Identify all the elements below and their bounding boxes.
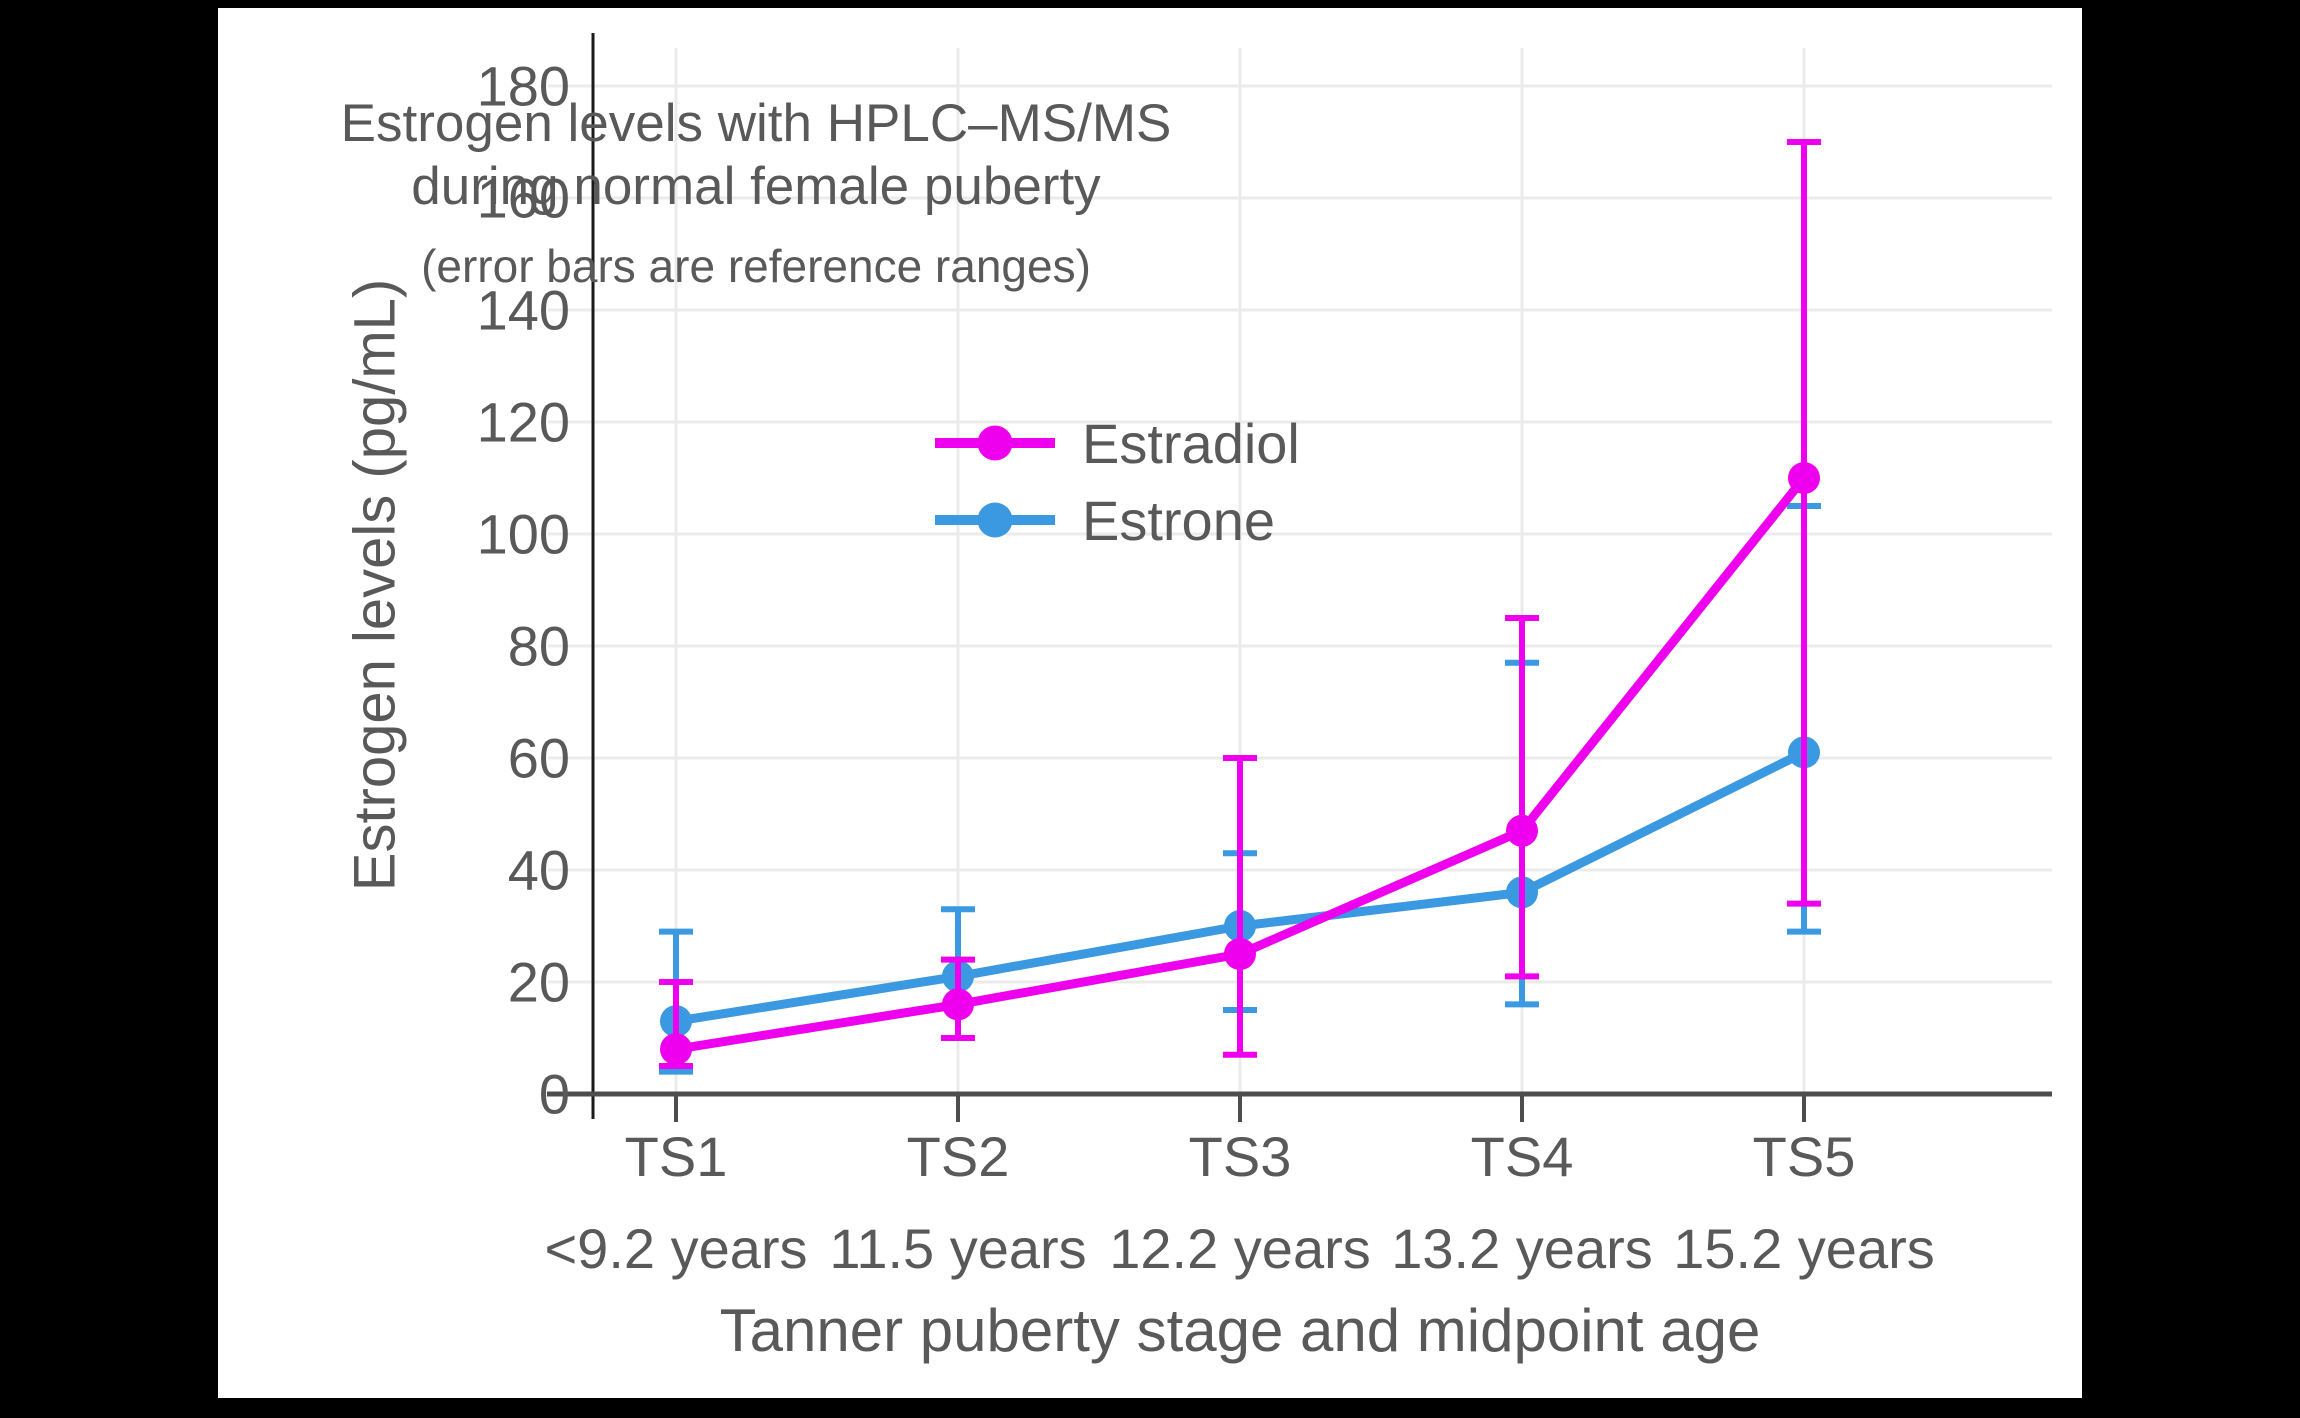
legend-item-estradiol: Estradiol <box>930 411 1300 475</box>
x-tick-label: TS2 <box>907 1125 1010 1188</box>
chart-legend: Estradiol Estrone <box>930 411 1300 567</box>
data-point-estradiol <box>1224 938 1256 970</box>
chart-canvas: 0 20 40 60 80 100 120 140 160 180 TS1 TS2 TS3 TS4 TS5 <… <box>218 8 2082 1398</box>
x-tick-label: TS5 <box>1753 1125 1856 1188</box>
x-tick-sublabel: <9.2 years <box>544 1217 807 1280</box>
y-tick-label: 160 <box>477 167 570 230</box>
y-axis-title: Estrogen levels (pg/mL) <box>342 278 408 892</box>
y-tick-label: 60 <box>508 727 570 790</box>
y-tick-label: 20 <box>508 951 570 1014</box>
y-tick-label: 100 <box>477 503 570 566</box>
x-tick-sublabel: 12.2 years <box>1109 1217 1371 1280</box>
data-point-estradiol <box>1788 462 1820 494</box>
y-tick-label: 80 <box>508 615 570 678</box>
legend-label-estrone: Estrone <box>1082 488 1275 552</box>
y-tick-label: 180 <box>477 55 570 118</box>
chart-subtitle: (error bars are reference ranges) <box>421 240 1091 292</box>
x-tick-label: TS4 <box>1471 1125 1574 1188</box>
chart-title-line1: Estrogen levels with HPLC–MS/MS <box>340 94 1172 153</box>
x-tick-sublabel: 11.5 years <box>829 1217 1086 1280</box>
y-tick-label: 40 <box>508 839 570 902</box>
data-point-estradiol <box>1506 814 1538 847</box>
x-tick-label: TS1 <box>625 1125 728 1188</box>
chart-title-line2: during normal female puberty <box>411 157 1101 216</box>
x-tick-sublabel: 13.2 years <box>1391 1217 1653 1280</box>
y-tick-label: 120 <box>477 391 570 454</box>
x-axis-title: Tanner puberty stage and midpoint age <box>719 1297 1761 1364</box>
y-tick-label: 0 <box>539 1063 570 1126</box>
data-point-estradiol <box>660 1033 692 1066</box>
estradiol-line-marker-icon <box>935 425 1055 461</box>
line-chart-plot: 0 20 40 60 80 100 120 140 160 180 TS1 TS2 TS3 TS4 TS5 <… <box>477 33 2052 1280</box>
data-point-estradiol <box>942 988 974 1021</box>
estrone-line-marker-icon <box>935 502 1055 538</box>
legend-item-estrone: Estrone <box>930 488 1300 552</box>
x-tick-label: TS3 <box>1189 1125 1292 1188</box>
x-tick-sublabel: 15.2 years <box>1673 1217 1935 1280</box>
y-tick-label: 140 <box>477 279 570 342</box>
legend-label-estradiol: Estradiol <box>1082 411 1300 475</box>
chart-title-block: Estrogen levels with HPLC–MS/MS during n… <box>341 92 1172 292</box>
